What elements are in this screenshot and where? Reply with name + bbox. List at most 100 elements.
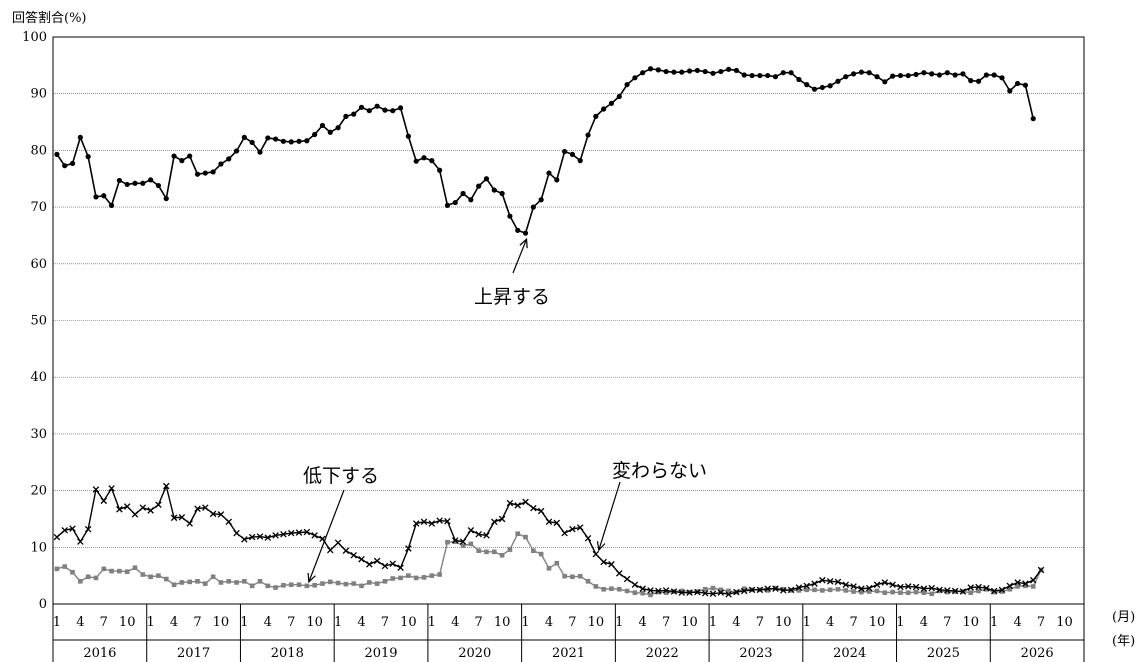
annotation-up-label: 上昇する: [474, 286, 550, 308]
data-point: [709, 590, 717, 598]
data-point: [835, 78, 841, 84]
data-point: [132, 180, 138, 186]
x-month-label: 10: [1056, 615, 1073, 630]
x-month-label: 4: [545, 615, 553, 630]
data-point: [233, 148, 240, 154]
x-month-label: 1: [521, 615, 529, 630]
gridlines: [53, 93, 1084, 548]
data-point: [577, 158, 583, 164]
data-point: [554, 177, 560, 183]
data-point: [741, 586, 747, 591]
data-point: [194, 505, 201, 513]
data-point: [327, 129, 333, 135]
data-point: [156, 573, 161, 578]
data-point: [491, 518, 498, 526]
data-point: [288, 139, 294, 145]
data-point: [975, 583, 982, 591]
annotation-arrow: [512, 238, 528, 274]
data-point: [663, 68, 669, 75]
x-month-label: 7: [849, 615, 857, 630]
x-month-label: 7: [1037, 615, 1045, 630]
data-point: [242, 579, 247, 584]
data-point: [85, 154, 91, 160]
data-point: [460, 190, 466, 197]
data-point: [912, 583, 920, 591]
data-point: [616, 586, 622, 592]
y-tick-label: 100: [22, 30, 47, 45]
data-point: [468, 541, 474, 547]
data-point: [765, 588, 770, 593]
data-point: [936, 72, 943, 78]
data-point: [726, 66, 732, 72]
data-point: [163, 576, 169, 582]
x-month-label: 10: [962, 615, 979, 630]
data-point: [640, 590, 646, 596]
data-point: [913, 589, 919, 595]
data-point: [756, 586, 764, 594]
data-point: [460, 543, 466, 548]
data-point: [656, 589, 661, 595]
data-point: [945, 589, 950, 595]
data-point: [476, 548, 481, 554]
y-tick-label: 80: [30, 143, 47, 158]
data-point: [639, 585, 646, 592]
data-point: [889, 581, 896, 588]
data-point: [389, 560, 397, 568]
x-month-label: 1: [240, 615, 248, 630]
data-point: [483, 176, 490, 182]
data-point: [312, 131, 318, 138]
data-point: [421, 155, 427, 161]
x-month-label: 4: [732, 615, 740, 630]
data-point: [882, 590, 888, 595]
data-point: [468, 197, 474, 203]
data-point: [179, 158, 185, 164]
x-month-label: 10: [775, 615, 792, 630]
data-point: [476, 183, 482, 189]
x-month-label: 7: [100, 615, 108, 630]
y-tick-label: 70: [30, 200, 47, 215]
data-point: [616, 570, 623, 577]
data-point: [648, 592, 653, 598]
y-tick-label: 50: [30, 314, 47, 329]
data-point: [452, 539, 458, 544]
data-point: [1030, 584, 1036, 589]
y-tick-label: 20: [30, 484, 47, 499]
data-point: [670, 588, 678, 595]
x-unit-month: (月): [1112, 610, 1135, 625]
data-point: [248, 533, 256, 541]
y-tick-label: 30: [30, 427, 47, 442]
data-point: [694, 588, 701, 596]
data-point: [592, 550, 600, 558]
data-point: [951, 587, 959, 595]
data-point: [562, 573, 567, 579]
data-point: [663, 590, 669, 595]
x-month-label: 7: [381, 615, 389, 630]
data-point: [796, 588, 802, 593]
data-point: [827, 83, 833, 89]
data-point: [483, 532, 490, 539]
data-point: [678, 589, 686, 596]
data-point: [561, 529, 568, 537]
data-point: [990, 587, 998, 595]
x-month-label: 7: [943, 615, 951, 630]
data-point: [295, 529, 303, 536]
data-point: [381, 562, 389, 570]
series-square: [54, 531, 1044, 598]
data-point: [624, 588, 630, 594]
data-point: [647, 66, 654, 72]
data-point: [921, 70, 927, 76]
data-point: [531, 548, 536, 554]
data-point: [366, 561, 373, 568]
data-point: [640, 70, 646, 76]
data-point: [257, 149, 263, 155]
data-point: [117, 568, 122, 574]
data-point: [148, 574, 153, 580]
data-point: [397, 564, 404, 571]
data-point: [124, 569, 130, 574]
data-point: [491, 549, 497, 555]
x-month-label: 1: [990, 615, 998, 630]
data-point: [163, 195, 169, 202]
data-point: [312, 582, 317, 588]
data-point: [749, 72, 755, 79]
data-point: [405, 545, 412, 552]
